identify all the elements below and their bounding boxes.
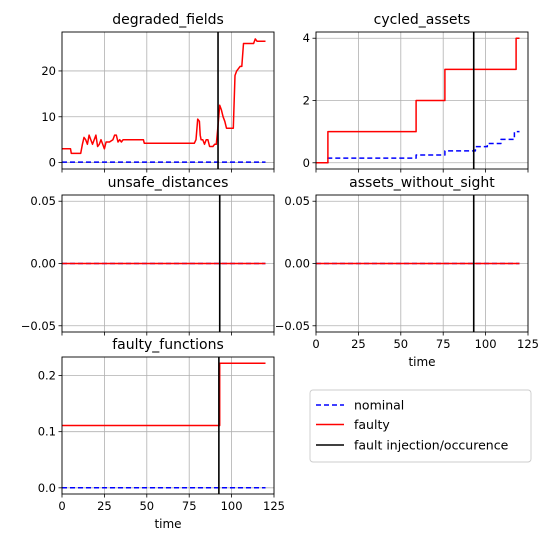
axes-frame (61, 194, 275, 333)
legend-frame (309, 389, 532, 463)
y-tick-label: 10 (41, 110, 56, 124)
series-faulty (316, 37, 520, 164)
axes-frame (315, 194, 529, 333)
y-tick-label: 0.0 (38, 481, 56, 495)
y-tick-label: 0.05 (284, 194, 310, 208)
plot-area (62, 357, 266, 494)
x-tick-label: 50 (393, 337, 408, 351)
x-axis-label: time (408, 355, 435, 369)
y-tick-label: 0.2 (38, 369, 56, 383)
x-tick-label: 125 (263, 499, 285, 513)
subplot-assets-without-sight: assets_without_sight 0 25 50 75 100 125 −0.05 0.… (275, 175, 539, 369)
y-tick-label: 0.00 (30, 257, 56, 271)
subplot-title: unsafe_distances (108, 175, 229, 191)
plot-area (316, 195, 520, 332)
y-tick-label: 0 (303, 156, 310, 170)
x-tick-label: 25 (351, 337, 366, 351)
x-tick-label: 125 (517, 337, 539, 351)
axes-frame (61, 356, 275, 495)
legend-label-fault: fault injection/occurence (354, 438, 509, 453)
y-tick-label: −0.05 (21, 319, 56, 333)
axes-frame (315, 31, 529, 170)
legend-label-nominal: nominal (354, 398, 404, 413)
x-tick-label: 100 (221, 499, 243, 513)
plot-area (62, 32, 266, 169)
y-tick-label: 0.1 (38, 425, 56, 439)
subplot-title: degraded_fields (112, 12, 224, 28)
x-tick-label: 75 (436, 337, 451, 351)
subplot-title: faulty_functions (112, 337, 224, 353)
axes-frame (61, 31, 275, 170)
subplot-degraded-fields: degraded_fields 0 10 20 (41, 12, 275, 173)
y-tick-label: 0.00 (284, 257, 310, 271)
y-tick-label: −0.05 (275, 319, 310, 333)
x-axis-label: time (154, 517, 181, 531)
y-tick-label: 2 (303, 94, 310, 108)
x-tick-label: 100 (475, 337, 497, 351)
plot-area (62, 195, 266, 332)
series-faulty (62, 38, 266, 155)
plot-area (316, 32, 520, 169)
y-tick-label: 0.05 (30, 194, 56, 208)
x-tick-label: 0 (58, 499, 65, 513)
series-faulty (62, 362, 266, 427)
subplot-faulty-functions: faulty_functions 0 25 50 75 100 125 0.0 0.1 0.2 ti… (38, 337, 285, 531)
y-tick-label: 20 (41, 64, 56, 78)
x-tick-label: 50 (139, 499, 154, 513)
x-tick-label: 25 (97, 499, 112, 513)
subplot-unsafe-distances: unsafe_distances −0.05 0.00 0.05 (21, 175, 275, 336)
x-tick-label: 0 (312, 337, 319, 351)
legend-label-faulty: faulty (354, 417, 390, 432)
y-tick-label: 0 (49, 156, 56, 170)
subplot-title: cycled_assets (374, 12, 471, 28)
x-tick-label: 75 (182, 499, 197, 513)
series-nominal (316, 130, 520, 164)
legend: nominal faulty fault injection/occurence (309, 389, 532, 463)
subplot-title: assets_without_sight (349, 175, 495, 191)
y-tick-label: 4 (303, 31, 310, 45)
subplot-cycled-assets: cycled_assets 0 2 4 (303, 12, 529, 173)
